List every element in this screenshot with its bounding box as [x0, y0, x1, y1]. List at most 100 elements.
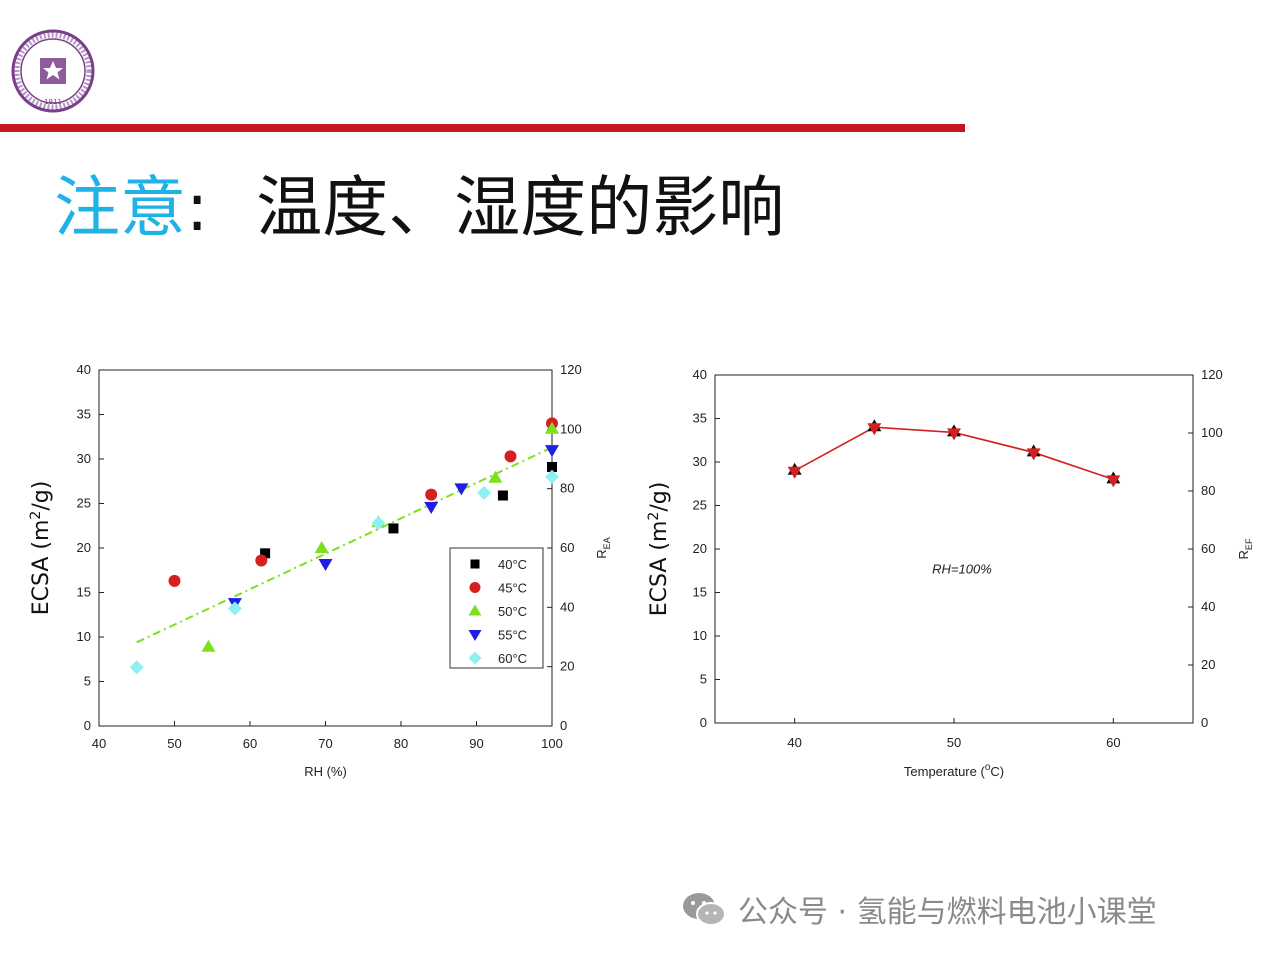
legend-box: [449, 547, 544, 669]
data-point-star-b: [787, 466, 802, 479]
data-point: [227, 601, 242, 616]
x-tick-label: 60: [1106, 735, 1120, 750]
y2-tick-label: 120: [560, 362, 582, 377]
x-tick-label: 40: [92, 736, 106, 751]
data-point: [129, 660, 144, 675]
y2-tick-label: 40: [560, 599, 574, 614]
legend-label: 40°C: [498, 557, 527, 572]
wechat-icon: [683, 893, 726, 926]
y-axis-label: ECSA (m2/g): [646, 482, 672, 617]
y2-tick-label: 40: [1201, 599, 1215, 614]
y-axis-label-prefix: ECSA (m: [647, 521, 672, 617]
legend-label: 50°C: [498, 604, 527, 619]
data-point: [545, 445, 559, 458]
x-tick-label: 80: [394, 736, 408, 751]
y-tick-label: 35: [77, 407, 91, 422]
y-tick-label: 25: [693, 498, 707, 513]
x-axis-label: RH (%): [304, 764, 347, 779]
y-axis-label-suffix: /g): [29, 481, 54, 511]
data-point-star-b: [1026, 448, 1041, 461]
y-tick-label: 0: [700, 715, 707, 730]
x-tick-label: 40: [787, 735, 801, 750]
y2-axis-label-sub: EF: [1244, 538, 1254, 550]
data-point: [314, 541, 329, 553]
y-tick-label: 5: [84, 674, 91, 689]
y2-tick-label: 20: [560, 659, 574, 674]
x-tick-label: 100: [541, 736, 563, 751]
data-point-star-b: [1106, 475, 1121, 488]
legend-marker: [468, 630, 482, 641]
data-point: [545, 421, 559, 434]
x-tick-label: 70: [318, 736, 332, 751]
y-tick-label: 20: [693, 541, 707, 556]
data-point: [488, 470, 503, 483]
data-point: [504, 450, 517, 463]
y2-axis-label-sub: EA: [602, 537, 612, 549]
x-tick-label: 60: [243, 736, 257, 751]
data-point: [388, 523, 399, 534]
y2-tick-label: 60: [560, 540, 574, 555]
y2-tick-label: 100: [1201, 425, 1223, 440]
y2-tick-label: 0: [1201, 715, 1208, 730]
data-point: [371, 516, 386, 531]
data-point: [424, 502, 439, 515]
x-axis-label-sup: o: [985, 762, 991, 773]
data-point: [201, 639, 216, 652]
legend-label: 60°C: [498, 651, 527, 666]
y2-tick-label: 80: [1201, 483, 1215, 498]
y2-tick-label: 20: [1201, 657, 1215, 672]
x-axis-label-prefix: Temperature (: [904, 764, 986, 779]
x-axis-label: Temperature (oC): [904, 762, 1004, 779]
y-axis-label-prefix: ECSA (m: [29, 520, 54, 616]
y-tick-label: 10: [693, 628, 707, 643]
x-tick-label: 50: [947, 735, 961, 750]
header-red-rule: [0, 124, 965, 132]
y-tick-label: 15: [693, 585, 707, 600]
y-tick-label: 30: [77, 451, 91, 466]
legend-marker: [469, 582, 481, 593]
data-point: [168, 574, 181, 587]
y-axis-label-sup: 2: [646, 512, 662, 521]
data-point-star-b: [947, 428, 961, 441]
y-tick-label: 20: [77, 540, 91, 555]
y2-axis-label-main: R: [594, 549, 609, 558]
y2-axis-label: REA: [594, 537, 612, 558]
y-tick-label: 40: [77, 362, 91, 377]
seal-year: 1911: [44, 98, 62, 106]
data-point: [545, 469, 559, 484]
title-highlight: 注意: [54, 169, 186, 246]
y2-tick-label: 0: [560, 718, 567, 733]
data-point: [547, 462, 557, 473]
y2-axis-label: REF: [1236, 538, 1254, 559]
watermark: 公众号 · 氢能与燃料电池小课堂: [680, 886, 1157, 932]
y2-tick-label: 120: [1201, 367, 1223, 382]
chart-ecsa-vs-temperature: 0 5 10 15 20 25 30 35 40 0 20 40 60 80 100 120 40 50 60 Tem…: [646, 367, 1254, 779]
y-axis-label-suffix: /g): [647, 482, 672, 512]
y-tick-label: 15: [77, 585, 91, 600]
data-point: [318, 559, 333, 572]
data-point: [454, 483, 469, 496]
y-tick-label: 30: [693, 454, 707, 469]
annotation-rh: RH=100%: [932, 561, 992, 576]
legend-marker: [468, 604, 482, 616]
y-tick-label: 5: [700, 672, 707, 687]
y-tick-label: 40: [693, 367, 707, 382]
y-tick-label: 0: [84, 718, 91, 733]
fit-line: [136, 446, 553, 644]
page-title: 注意: 温度、湿度的影响: [54, 168, 784, 248]
data-point: [497, 490, 508, 501]
x-tick-label: 50: [167, 736, 181, 751]
title-colon: :: [186, 169, 209, 246]
legend-marker: [468, 651, 482, 665]
legend-marker: [470, 559, 480, 569]
y-tick-label: 35: [693, 411, 707, 426]
x-axis-label-suffix: C): [990, 764, 1004, 779]
data-point: [425, 488, 438, 501]
y2-tick-label: 80: [560, 481, 574, 496]
data-point: [260, 548, 271, 559]
x-tick-label: 90: [469, 736, 483, 751]
legend-label: 55°C: [498, 628, 527, 643]
y2-tick-label: 60: [1201, 541, 1215, 556]
y-tick-label: 25: [77, 496, 91, 511]
legend-label: 45°C: [498, 581, 527, 596]
